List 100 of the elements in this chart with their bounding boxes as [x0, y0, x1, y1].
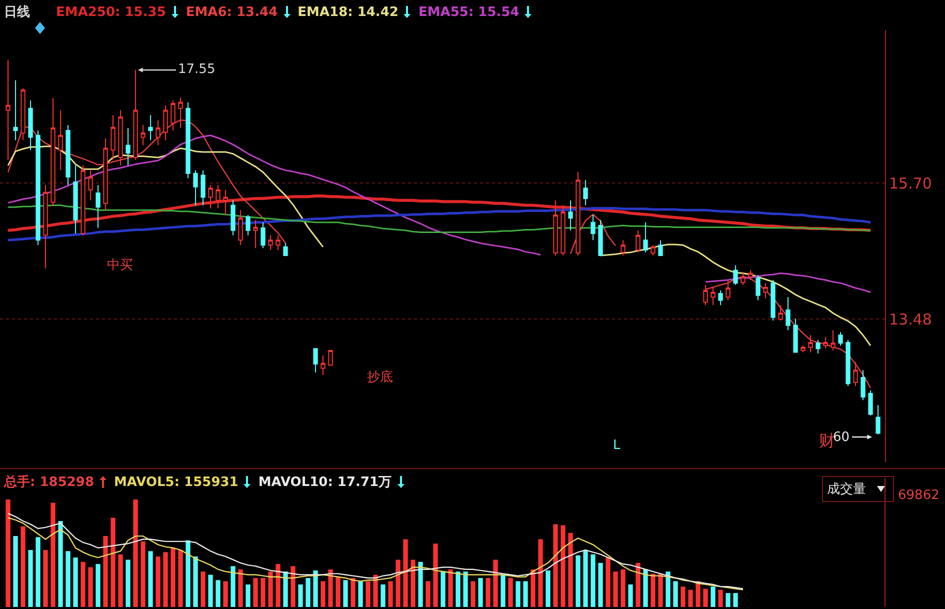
text: EMA55: 15.54 — [418, 4, 520, 20]
candlestick — [740, 272, 746, 286]
bar — [478, 578, 483, 607]
candlestick — [568, 200, 573, 231]
candlestick — [43, 184, 48, 269]
bar — [223, 581, 228, 607]
bar — [396, 560, 400, 607]
candlestick — [66, 124, 70, 186]
bar — [320, 581, 326, 607]
bar — [366, 581, 370, 607]
bar — [163, 552, 168, 607]
bar — [313, 570, 318, 607]
candlestick — [576, 172, 580, 256]
bar — [20, 526, 26, 607]
bar — [103, 536, 108, 607]
candlestick — [148, 114, 153, 141]
candlestick — [658, 240, 663, 257]
candlestick — [718, 290, 723, 306]
candlestick — [733, 264, 738, 286]
text: 69862 — [898, 488, 940, 503]
candlestick — [6, 60, 10, 160]
candlestick — [246, 214, 250, 236]
candlestick — [178, 96, 183, 129]
bar — [343, 580, 348, 607]
bar — [148, 551, 153, 607]
bar — [118, 554, 123, 607]
bar — [253, 578, 258, 607]
bar — [43, 550, 48, 607]
bar — [516, 581, 520, 607]
text: EMA18: 14.42 — [298, 4, 398, 20]
candlestick — [756, 274, 760, 301]
y-tick-label: 13.48 — [889, 310, 932, 328]
bar — [583, 550, 588, 607]
bar — [388, 581, 393, 607]
bar — [666, 572, 670, 607]
candlestick — [126, 128, 130, 166]
bar — [216, 580, 220, 607]
candlestick — [230, 200, 236, 236]
candlestick — [786, 296, 790, 331]
bar — [673, 581, 678, 607]
bar — [658, 574, 663, 607]
candlestick — [88, 170, 93, 201]
candlestick — [80, 164, 86, 236]
bar — [568, 532, 573, 607]
bar — [696, 581, 700, 607]
candlestick — [13, 80, 18, 141]
bar — [680, 586, 686, 607]
bar — [523, 581, 528, 607]
candlestick — [800, 345, 806, 353]
bar — [493, 560, 498, 607]
bar — [246, 584, 250, 607]
bar — [133, 500, 138, 607]
bar — [440, 572, 446, 607]
chart-title: 日线 — [4, 4, 30, 21]
bar — [230, 566, 236, 607]
bar — [328, 569, 333, 607]
bar — [456, 572, 460, 607]
text: 成交量 — [827, 481, 866, 498]
bar — [560, 525, 566, 607]
bar — [463, 572, 468, 607]
candlestick — [643, 222, 648, 253]
candlestick — [793, 318, 798, 353]
bar — [433, 544, 438, 607]
bar — [156, 556, 160, 607]
candlestick — [770, 280, 776, 321]
candlestick — [253, 219, 258, 249]
candlestick — [823, 336, 828, 350]
bar — [726, 593, 730, 607]
candlestick — [816, 340, 820, 354]
bar — [88, 567, 93, 607]
candlestick — [36, 130, 40, 246]
bar — [410, 560, 416, 607]
candlestick — [748, 270, 753, 281]
candlestick — [163, 104, 168, 141]
candlestick — [50, 98, 56, 206]
bar — [260, 578, 266, 607]
bar — [530, 569, 536, 607]
bar — [650, 574, 656, 607]
bar — [170, 548, 176, 607]
bar — [290, 566, 296, 607]
bar — [508, 578, 513, 607]
chart-title: 总手: 185298 — [4, 474, 94, 491]
bar — [380, 584, 386, 607]
candlestick — [118, 110, 123, 166]
bar — [268, 572, 273, 607]
candlestick — [28, 100, 33, 151]
bar — [553, 524, 558, 607]
bar — [403, 539, 408, 607]
bar — [448, 569, 453, 607]
bar — [306, 578, 310, 607]
bar — [620, 569, 626, 607]
bar — [590, 554, 596, 607]
candlestick — [868, 390, 873, 416]
candlestick — [560, 204, 566, 256]
bar — [718, 590, 723, 607]
candlestick — [583, 180, 588, 206]
candlestick — [20, 88, 26, 141]
candlestick — [650, 244, 656, 256]
text: MAVOL10: 17.71万 — [258, 474, 392, 491]
bar — [643, 569, 648, 607]
